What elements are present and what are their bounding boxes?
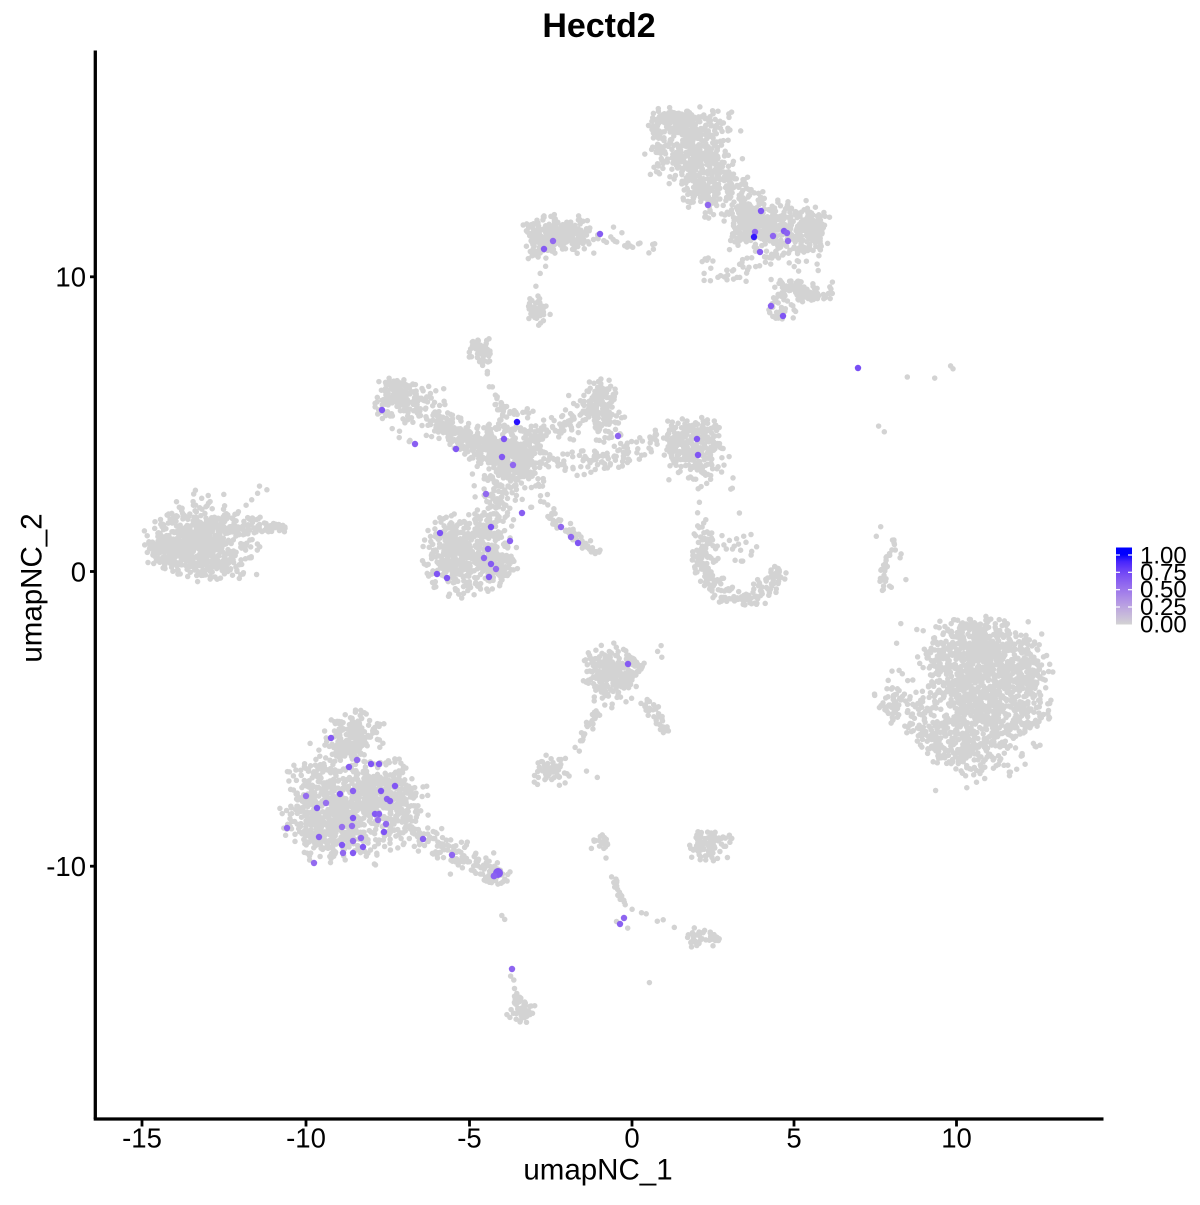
- svg-text:10: 10: [941, 1123, 972, 1154]
- svg-text:umapNC_2: umapNC_2: [16, 513, 49, 662]
- svg-text:10: 10: [55, 262, 86, 293]
- svg-text:0.75: 0.75: [1140, 559, 1187, 586]
- svg-text:0: 0: [624, 1123, 639, 1154]
- svg-text:-10: -10: [46, 851, 86, 882]
- svg-text:-10: -10: [286, 1123, 326, 1154]
- svg-text:0: 0: [71, 556, 86, 587]
- svg-text:5: 5: [786, 1123, 801, 1154]
- svg-text:-5: -5: [457, 1123, 481, 1154]
- svg-text:-15: -15: [122, 1123, 162, 1154]
- svg-text:umapNC_1: umapNC_1: [523, 1154, 672, 1187]
- svg-text:1.00: 1.00: [1140, 543, 1187, 570]
- svg-text:0.25: 0.25: [1140, 594, 1187, 621]
- svg-text:0.00: 0.00: [1140, 611, 1187, 638]
- svg-text:0.50: 0.50: [1140, 577, 1187, 604]
- svg-text:Hectd2: Hectd2: [542, 7, 655, 45]
